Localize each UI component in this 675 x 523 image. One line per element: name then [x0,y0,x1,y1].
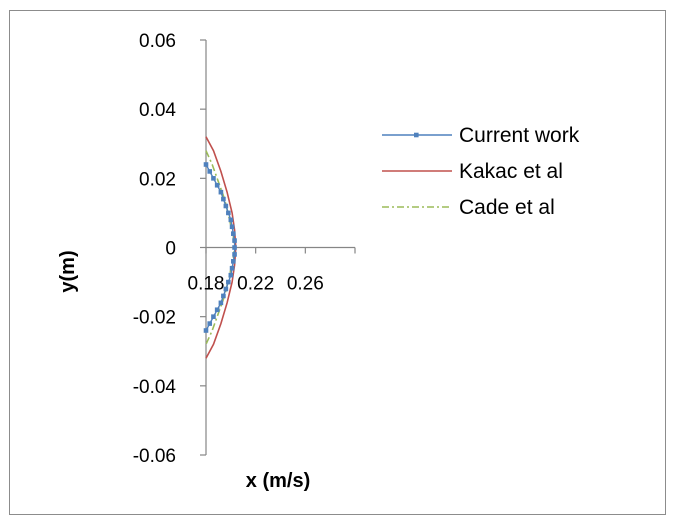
x-axis-title: x (m/s) [246,470,310,492]
data-point [226,210,231,216]
data-point [211,176,216,181]
x-ticks: 0.18 0.22 0.26 [188,247,356,295]
y-tick-label: -0.02 [133,308,176,329]
x-tick-label: 0.18 [188,274,225,295]
data-point [231,259,236,264]
y-tick-label: 0 [165,239,176,260]
y-tick-label: 0.06 [139,31,176,52]
data-point [207,321,213,326]
data-point [203,162,209,167]
data-point [226,279,231,285]
x-tick-label: 0.22 [237,274,274,295]
data-point [203,328,209,333]
y-tick-label: 0.04 [139,100,176,121]
data-point [211,314,216,319]
data-point [231,231,236,236]
legend-marker [414,132,419,138]
x-tick-label: 0.26 [287,274,324,295]
data-point [218,300,224,306]
legend-item: Cade et al [382,196,555,219]
y-tick-label: -0.04 [133,377,177,398]
data-point [218,189,224,195]
data-point [223,203,229,209]
data-point [221,196,226,202]
legend-label: Cade et al [459,196,555,219]
y-tick-label: 0.02 [139,169,176,190]
legend-item: Kakac et al [382,160,563,183]
legend-item: Current work [382,124,580,147]
y-tick-label: -0.06 [133,446,176,467]
chart-frame [9,10,666,515]
y-ticks: 0.06 0.04 0.02 0 -0.02 -0.04 -0.06 [133,31,206,467]
data-point [232,238,237,243]
data-point [223,286,229,292]
data-point [214,182,220,188]
legend-label: Current work [459,124,580,147]
data-point [229,224,235,230]
y-axis-title: y(m) [57,250,79,292]
axes [205,40,355,455]
data-point [228,217,234,223]
data-point [214,307,220,313]
legend-label: Kakac et al [459,160,563,183]
data-point [232,252,237,257]
data-point [228,272,234,278]
series-layer [203,136,237,359]
legend: Current work Kakac et al Cade et al [382,124,580,219]
data-point [232,245,237,250]
data-point [229,265,235,271]
series-current-work [203,162,237,333]
data-point [207,169,213,174]
data-point [221,293,226,299]
